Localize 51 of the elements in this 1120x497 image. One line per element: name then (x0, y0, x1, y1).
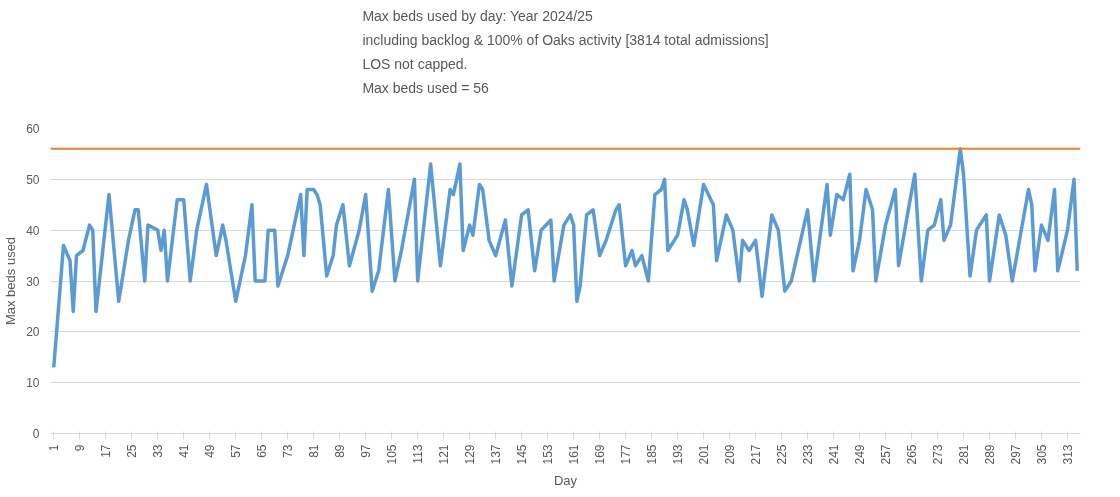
x-tick-label: 17 (99, 444, 114, 458)
x-tick-label: 225 (775, 444, 790, 465)
x-tick-label: 113 (411, 444, 426, 464)
line-series (52, 147, 1079, 370)
y-tick-label: 30 (26, 274, 40, 289)
x-tick-label: 9 (73, 444, 88, 452)
x-tick-label: 281 (957, 444, 972, 465)
y-tick-label: 10 (26, 376, 40, 391)
x-tick-label: 73 (281, 444, 296, 458)
x-axis-title: Day (553, 472, 578, 488)
x-tick-label: 289 (983, 444, 998, 465)
x-tick-label: 81 (307, 444, 322, 458)
x-tick-label: 305 (1035, 444, 1050, 465)
y-tick-label: 20 (26, 325, 40, 340)
x-tick-label: 265 (905, 444, 920, 465)
x-tick-label: 121 (437, 444, 452, 465)
x-tick-label: 217 (749, 444, 764, 465)
x-tick-label: 273 (931, 444, 946, 465)
x-tick-label: 137 (489, 444, 504, 465)
x-tick-label: 57 (229, 444, 244, 458)
x-tick-label: 209 (723, 444, 738, 465)
y-tick-label: 60 (26, 122, 40, 136)
x-tick-label: 161 (567, 444, 582, 465)
x-tick-label: 257 (879, 444, 894, 465)
x-tick-label: 65 (255, 444, 270, 458)
x-tick-label: 177 (619, 444, 634, 465)
x-tick-label: 25 (125, 444, 140, 458)
x-tick-label: 41 (177, 444, 192, 458)
x-tick-label: 297 (1009, 444, 1024, 465)
x-tick-label: 193 (671, 444, 686, 465)
x-tick-label: 49 (203, 444, 218, 458)
x-tick-label: 249 (853, 444, 868, 465)
x-tick-label: 241 (827, 444, 842, 465)
x-tick-label: 97 (359, 444, 374, 458)
y-tick-label: 40 (26, 223, 40, 238)
x-tick-label: 313 (1061, 444, 1075, 465)
x-tick-label: 129 (463, 444, 478, 465)
x-tick-label: 233 (801, 444, 816, 465)
x-tick-label: 33 (151, 444, 166, 458)
y-axis-title: Max beds used (3, 236, 19, 326)
chart-title: Max beds used by day: Year 2024/25 including backlog & 100% of Oaks activity [3814 total admissions] LOS not capped. Max beds used = 56 (362, 7, 769, 96)
x-tick-label: 105 (385, 444, 400, 465)
x-tick-label: 145 (515, 444, 530, 465)
x-tick-label: 169 (593, 444, 608, 465)
y-tick-label: 0 (32, 427, 40, 441)
x-tick-label: 201 (697, 444, 712, 465)
x-tick-label: 153 (541, 444, 556, 465)
y-tick-label: 50 (26, 172, 40, 187)
x-tick-label: 1 (47, 444, 62, 452)
x-tick-label: 185 (645, 444, 660, 465)
x-tick-label: 89 (333, 444, 348, 458)
